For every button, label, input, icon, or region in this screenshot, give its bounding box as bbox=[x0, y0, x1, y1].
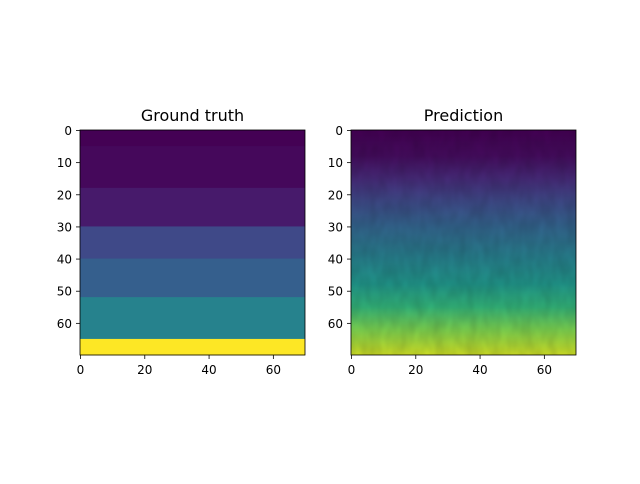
y-tick-label: 0 bbox=[64, 124, 72, 138]
x-tick-label: 0 bbox=[348, 363, 356, 377]
y-tick-label: 10 bbox=[328, 156, 343, 170]
axes-frame bbox=[350, 129, 577, 356]
y-tick-label: 50 bbox=[328, 285, 343, 299]
layer-2 bbox=[80, 187, 305, 227]
layer-3 bbox=[80, 226, 305, 260]
layer-0 bbox=[80, 130, 305, 147]
y-tick-label: 50 bbox=[57, 285, 72, 299]
y-tick-label: 10 bbox=[57, 156, 72, 170]
y-tick-label: 30 bbox=[328, 220, 343, 234]
layer-5 bbox=[80, 297, 305, 340]
y-tick-label: 0 bbox=[335, 124, 343, 138]
x-tick-label: 60 bbox=[537, 363, 552, 377]
y-tick-label: 20 bbox=[328, 188, 343, 202]
x-tick-label: 60 bbox=[266, 363, 281, 377]
x-tick-label: 40 bbox=[472, 363, 487, 377]
x-tick-label: 20 bbox=[137, 363, 152, 377]
layer-6 bbox=[80, 338, 305, 356]
prediction-texture bbox=[351, 130, 576, 355]
layer-1 bbox=[80, 146, 305, 189]
ground-truth-panel: Ground truth 0 10 20 30 40 50 60 0 20 40 60 bbox=[57, 106, 306, 377]
y-tick-label: 60 bbox=[328, 317, 343, 331]
y-tick-label: 40 bbox=[57, 253, 72, 267]
x-tick-label: 0 bbox=[77, 363, 85, 377]
axes-frame bbox=[79, 129, 306, 356]
y-tick-label: 20 bbox=[57, 188, 72, 202]
y-tick-label: 30 bbox=[57, 220, 72, 234]
x-tick-label: 40 bbox=[201, 363, 216, 377]
x-tick-label: 20 bbox=[408, 363, 423, 377]
prediction-panel: Prediction 0 10 20 30 40 50 60 0 20 40 60 bbox=[328, 106, 577, 377]
layer-4 bbox=[80, 258, 305, 298]
chart-title: Ground truth bbox=[141, 106, 244, 125]
chart-title: Prediction bbox=[424, 106, 503, 125]
y-tick-label: 40 bbox=[328, 253, 343, 267]
y-tick-label: 60 bbox=[57, 317, 72, 331]
